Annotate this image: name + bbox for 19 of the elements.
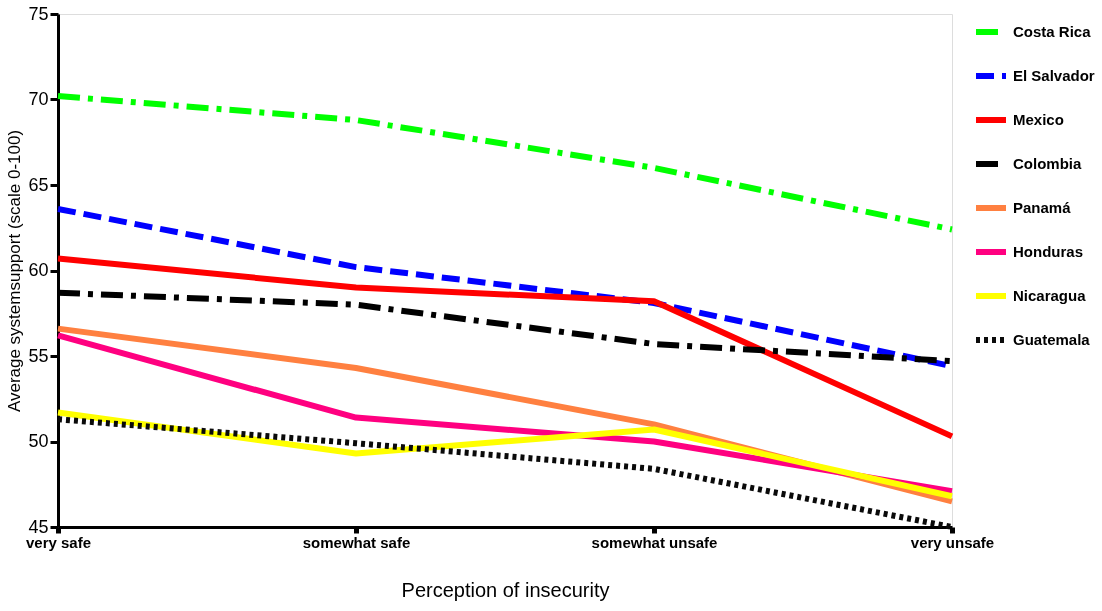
legend-label: Colombia — [1013, 155, 1082, 172]
y-tick-label: 60 — [28, 260, 49, 280]
legend-label: Guatemala — [1013, 331, 1091, 348]
x-tick-label: somewhat unsafe — [591, 533, 718, 551]
legend-label: Costa Rica — [1013, 23, 1092, 40]
legend-label: Panamá — [1013, 199, 1072, 216]
legend-label: El Salvador — [1013, 67, 1095, 84]
legend-label: Nicaragua — [1013, 287, 1087, 304]
legend-label: Mexico — [1013, 111, 1064, 128]
x-axis-title: Perception of insecurity — [401, 578, 610, 601]
y-tick-label: 65 — [28, 174, 49, 195]
x-tick-label: very unsafe — [910, 533, 995, 551]
legend-label: Honduras — [1013, 243, 1084, 260]
y-tick-label: 70 — [28, 89, 49, 109]
y-axis-title: Average systemsupport (scale 0-100) — [5, 129, 25, 413]
y-tick-label: 50 — [28, 431, 49, 451]
y-tick-label: 75 — [28, 3, 49, 24]
x-tick-label: somewhat safe — [302, 533, 411, 551]
y-tick-label: 55 — [28, 345, 49, 366]
